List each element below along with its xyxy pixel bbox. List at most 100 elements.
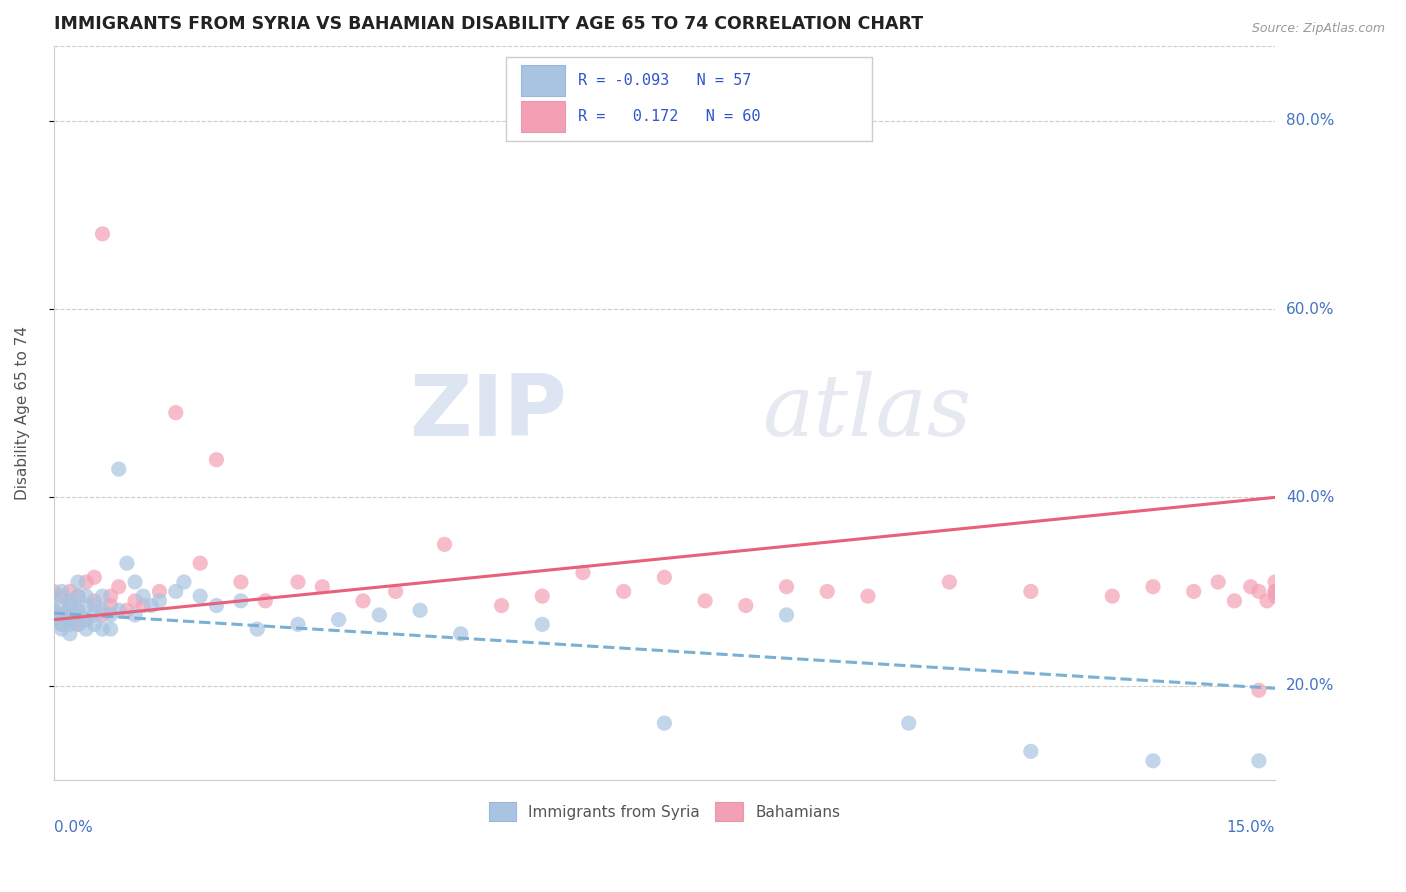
- Y-axis label: Disability Age 65 to 74: Disability Age 65 to 74: [15, 326, 30, 500]
- Point: [75, 613, 97, 627]
- Legend: Immigrants from Syria, Bahamians: Immigrants from Syria, Bahamians: [482, 797, 846, 827]
- Point: [124, 607, 146, 622]
- Point: [1142, 580, 1164, 594]
- Point: [91, 607, 114, 622]
- Point: [59, 594, 82, 608]
- Point: [654, 570, 676, 584]
- Point: [59, 617, 82, 632]
- Point: [173, 574, 195, 589]
- Point: [229, 594, 252, 608]
- Point: [75, 613, 97, 627]
- Point: [42, 589, 65, 603]
- Point: [311, 580, 333, 594]
- Text: 15.0%: 15.0%: [1227, 820, 1275, 835]
- Text: atlas: atlas: [762, 371, 972, 454]
- Point: [1223, 594, 1246, 608]
- Point: [83, 617, 105, 632]
- FancyBboxPatch shape: [522, 101, 565, 131]
- Point: [100, 622, 122, 636]
- Point: [67, 589, 90, 603]
- Point: [531, 589, 554, 603]
- Point: [51, 599, 73, 613]
- Point: [352, 594, 374, 608]
- Point: [229, 574, 252, 589]
- Point: [67, 589, 90, 603]
- Point: [124, 594, 146, 608]
- Point: [59, 584, 82, 599]
- Point: [107, 462, 129, 476]
- Point: [83, 599, 105, 613]
- Point: [115, 603, 138, 617]
- Point: [188, 589, 211, 603]
- FancyBboxPatch shape: [506, 57, 872, 141]
- Point: [51, 607, 73, 622]
- Point: [654, 716, 676, 731]
- Point: [91, 227, 114, 241]
- Point: [91, 589, 114, 603]
- Point: [1247, 754, 1270, 768]
- Point: [1247, 683, 1270, 698]
- Point: [1264, 589, 1286, 603]
- Text: IMMIGRANTS FROM SYRIA VS BAHAMIAN DISABILITY AGE 65 TO 74 CORRELATION CHART: IMMIGRANTS FROM SYRIA VS BAHAMIAN DISABI…: [53, 15, 922, 33]
- Point: [1264, 574, 1286, 589]
- Point: [148, 584, 170, 599]
- Point: [1240, 580, 1263, 594]
- Point: [815, 584, 838, 599]
- Point: [1247, 584, 1270, 599]
- Point: [51, 584, 73, 599]
- Text: 80.0%: 80.0%: [1286, 113, 1334, 128]
- Point: [67, 603, 90, 617]
- Point: [51, 617, 73, 632]
- Point: [613, 584, 636, 599]
- Point: [1182, 584, 1205, 599]
- Point: [75, 622, 97, 636]
- Point: [856, 589, 879, 603]
- Text: 20.0%: 20.0%: [1286, 678, 1334, 693]
- Point: [100, 589, 122, 603]
- Point: [1264, 584, 1286, 599]
- Point: [165, 406, 187, 420]
- Point: [254, 594, 277, 608]
- Point: [409, 603, 432, 617]
- Point: [1206, 574, 1229, 589]
- Point: [51, 617, 73, 632]
- Point: [491, 599, 513, 613]
- Point: [59, 613, 82, 627]
- Point: [91, 622, 114, 636]
- Point: [67, 617, 90, 632]
- Point: [67, 607, 90, 622]
- Point: [132, 589, 155, 603]
- Point: [59, 613, 82, 627]
- Point: [75, 574, 97, 589]
- Point: [83, 594, 105, 608]
- Point: [75, 589, 97, 603]
- Point: [148, 594, 170, 608]
- Point: [287, 617, 309, 632]
- Point: [51, 589, 73, 603]
- Point: [59, 599, 82, 613]
- Point: [938, 574, 960, 589]
- Point: [1019, 744, 1042, 758]
- Point: [115, 556, 138, 570]
- Point: [107, 580, 129, 594]
- Point: [205, 452, 228, 467]
- Point: [59, 607, 82, 622]
- Point: [205, 599, 228, 613]
- Point: [42, 584, 65, 599]
- Point: [42, 603, 65, 617]
- Point: [59, 627, 82, 641]
- Point: [246, 622, 269, 636]
- Text: Source: ZipAtlas.com: Source: ZipAtlas.com: [1251, 22, 1385, 36]
- Point: [734, 599, 756, 613]
- Point: [59, 599, 82, 613]
- Point: [1256, 594, 1278, 608]
- Text: 40.0%: 40.0%: [1286, 490, 1334, 505]
- Point: [450, 627, 472, 641]
- Point: [384, 584, 406, 599]
- Point: [83, 607, 105, 622]
- Text: R =   0.172   N = 60: R = 0.172 N = 60: [578, 109, 761, 124]
- Point: [141, 599, 163, 613]
- Point: [693, 594, 716, 608]
- Point: [42, 603, 65, 617]
- Point: [328, 613, 350, 627]
